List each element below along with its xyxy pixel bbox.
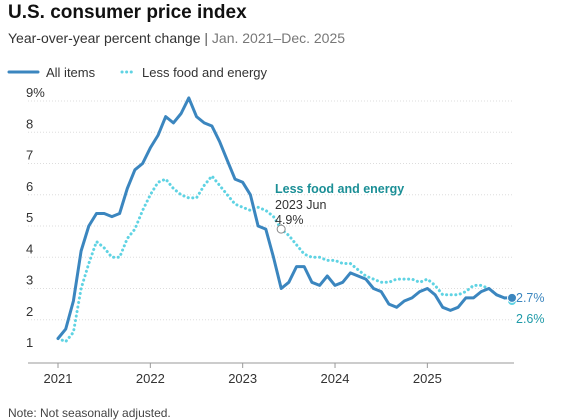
y-tick-label: 4: [26, 241, 33, 256]
y-tick-label: 6: [26, 179, 33, 194]
legend: All items Less food and energy: [7, 65, 268, 80]
x-axis: 2021 2022 2023 2024 2025: [28, 362, 514, 386]
end-labels: 2.7% 2.6%: [507, 291, 545, 326]
legend-label-all-items: All items: [46, 65, 96, 80]
annotation-title: Less food and energy: [275, 182, 404, 196]
y-tick-label: 2: [26, 304, 33, 319]
subtitle-separator: |: [204, 30, 209, 46]
series-line-less-food-energy: [56, 174, 514, 344]
x-tick-label: 2024: [321, 371, 350, 386]
end-label-all-items: 2.7%: [516, 291, 545, 305]
x-tick-label: 2021: [44, 371, 73, 386]
y-tick-label: 9%: [26, 85, 45, 100]
y-tick-label: 1: [26, 335, 33, 350]
annotation-marker: [276, 224, 286, 234]
annotation-date: 2023 Jun: [275, 198, 326, 212]
series-lines: [56, 96, 514, 344]
line-chart: All items Less food and energy 9% 8 7 6 5 4 3 2…: [7, 65, 545, 386]
chart-title: U.S. consumer price index: [8, 2, 247, 23]
y-tick-label: 5: [26, 210, 33, 225]
y-tick-label: 7: [26, 148, 33, 163]
y-axis-labels: 9% 8 7 6 5 4 3 2 1: [26, 85, 45, 350]
x-tick-label: 2025: [413, 371, 442, 386]
end-label-less-food-energy: 2.6%: [516, 312, 545, 326]
series-line-all-items: [56, 96, 514, 340]
x-tick-label: 2022: [136, 371, 165, 386]
legend-label-less-food-energy: Less food and energy: [142, 65, 268, 80]
y-tick-label: 3: [26, 273, 33, 288]
gridlines: [28, 100, 514, 321]
end-marker-all-items: [507, 292, 517, 303]
subtitle-main: Year-over-year percent change: [8, 30, 201, 46]
chart-note: Note: Not seasonally adjusted.: [8, 406, 171, 420]
annotation-value: 4.9%: [275, 213, 304, 227]
subtitle-period: Jan. 2021–Dec. 2025: [211, 30, 346, 46]
chart-subtitle: Year-over-year percent change | Jan. 202…: [8, 30, 345, 46]
x-tick-label: 2023: [228, 371, 257, 386]
y-tick-label: 8: [26, 116, 33, 131]
